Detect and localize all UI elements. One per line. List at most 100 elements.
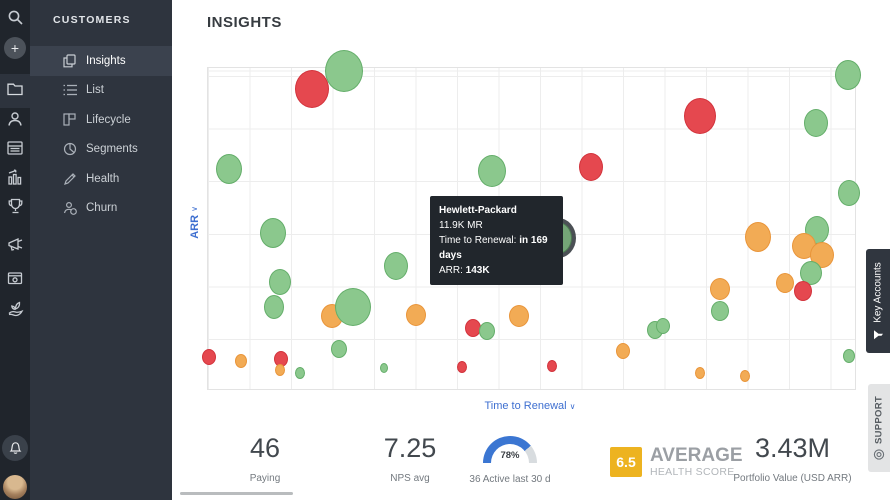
- sidebar-item-label: Insights: [86, 54, 126, 67]
- icon-rail: +: [0, 0, 30, 500]
- bubble[interactable]: [260, 218, 286, 248]
- support-icon: [873, 449, 885, 460]
- stat-label: Portfolio Value (USD ARR): [733, 473, 852, 484]
- search-icon[interactable]: [0, 9, 30, 26]
- x-axis-selector[interactable]: Time to Renewal ∨: [484, 400, 576, 412]
- bubble[interactable]: [843, 349, 855, 363]
- bell-icon: [9, 442, 21, 454]
- bubble[interactable]: [711, 301, 729, 321]
- tooltip-arr: ARR: 143K: [439, 265, 490, 276]
- sidebar-item-label: Lifecycle: [86, 113, 131, 126]
- stat-value: 3.43M: [754, 433, 831, 463]
- bubble[interactable]: [216, 154, 242, 184]
- bubble[interactable]: [547, 360, 557, 372]
- sidebar-item-lifecycle[interactable]: Lifecycle: [30, 105, 172, 135]
- user-icon[interactable]: [0, 111, 30, 127]
- bubble[interactable]: [335, 288, 371, 326]
- hand-plant-icon[interactable]: [0, 301, 30, 317]
- calendar-icon[interactable]: [0, 140, 30, 155]
- support-tab[interactable]: SUPPORT: [868, 384, 890, 472]
- bubble[interactable]: [616, 343, 630, 359]
- bubble[interactable]: [325, 50, 363, 92]
- list-icon: [62, 83, 77, 98]
- stat-health-score: 6.5 AVERAGE HEALTH SCORE: [610, 445, 743, 478]
- health-title: AVERAGE: [650, 445, 743, 466]
- customers-panel: CUSTOMERS Insights List Lifecycle: [30, 0, 172, 500]
- folder-icon[interactable]: [0, 83, 30, 96]
- bubble[interactable]: [264, 295, 284, 319]
- bubble[interactable]: [800, 261, 822, 285]
- gauge-hole: [491, 444, 529, 464]
- bubble[interactable]: [479, 322, 495, 340]
- bubble[interactable]: [235, 354, 247, 368]
- sidebar-item-churn[interactable]: Churn: [30, 194, 172, 224]
- bubble[interactable]: [838, 180, 860, 206]
- bubble[interactable]: [695, 367, 705, 379]
- pencil-icon: [62, 171, 77, 186]
- chevron-down-icon: ∨: [190, 206, 199, 212]
- add-button[interactable]: +: [0, 37, 30, 59]
- bubble[interactable]: [478, 155, 506, 187]
- trophy-icon[interactable]: [0, 198, 30, 214]
- chevron-down-icon: ∨: [569, 402, 576, 411]
- bar-chart-icon[interactable]: [0, 169, 30, 185]
- bubble[interactable]: [656, 318, 670, 334]
- stat-label: Paying: [249, 473, 281, 484]
- bubble[interactable]: [745, 222, 771, 252]
- bubble[interactable]: [835, 60, 861, 90]
- bubble[interactable]: [804, 109, 828, 137]
- bubble[interactable]: [406, 304, 426, 326]
- bubble[interactable]: [794, 281, 812, 301]
- notifications-button[interactable]: [0, 435, 30, 461]
- bubble[interactable]: [384, 252, 408, 280]
- tooltip-title: Hewlett-Packard: [439, 205, 517, 216]
- key-accounts-tab[interactable]: Key Accounts: [866, 249, 890, 353]
- bubble[interactable]: [509, 305, 529, 327]
- rail-active-band: [0, 74, 30, 108]
- pie-icon: [62, 142, 77, 157]
- bubble[interactable]: [579, 153, 603, 181]
- bubble[interactable]: [331, 340, 347, 358]
- panel-title: CUSTOMERS: [53, 14, 131, 26]
- page-title: INSIGHTS: [207, 14, 282, 31]
- sidebar-item-health[interactable]: Health: [30, 164, 172, 194]
- bubble[interactable]: [295, 367, 305, 379]
- plus-icon: +: [4, 37, 26, 59]
- tooltip-mr: 11.9K MR: [439, 220, 483, 231]
- bubble[interactable]: [684, 98, 716, 134]
- panel-items: Insights List Lifecycle Segments: [30, 46, 172, 223]
- sidebar-item-label: Segments: [86, 143, 138, 156]
- stat-active-gauge: 78% 36 Active last 30 d: [455, 433, 565, 485]
- health-score-badge: 6.5: [610, 447, 642, 477]
- user-avatar[interactable]: [0, 475, 30, 499]
- stat-label: NPS avg: [390, 473, 430, 484]
- bubble[interactable]: [457, 361, 467, 373]
- stat-label: 36 Active last 30 d: [469, 474, 551, 485]
- y-axis-selector[interactable]: ARR ∨: [189, 206, 201, 239]
- tab-label: SUPPORT: [873, 395, 885, 445]
- sidebar-item-label: List: [86, 84, 104, 97]
- tooltip-renewal: Time to Renewal: in 169 days: [439, 235, 548, 261]
- horizontal-scrollbar[interactable]: [180, 492, 293, 495]
- bubble[interactable]: [295, 70, 329, 108]
- sidebar-item-list[interactable]: List: [30, 76, 172, 106]
- sidebar-item-insights[interactable]: Insights: [30, 46, 172, 76]
- bubble[interactable]: [275, 364, 285, 376]
- bubble[interactable]: [269, 269, 291, 295]
- stat-nps: 7.25 NPS avg: [360, 433, 460, 484]
- stat-value: 7.25: [383, 433, 437, 463]
- bubble[interactable]: [202, 349, 216, 365]
- stat-value: 46: [249, 433, 281, 463]
- bubble[interactable]: [776, 273, 794, 293]
- churn-icon: [62, 201, 77, 216]
- sidebar-item-segments[interactable]: Segments: [30, 135, 172, 165]
- bubble[interactable]: [740, 370, 750, 382]
- bubble[interactable]: [710, 278, 730, 300]
- bubble[interactable]: [380, 363, 388, 373]
- sidebar-item-label: Churn: [86, 202, 118, 215]
- gauge-percent: 78%: [500, 450, 520, 461]
- tab-label: Key Accounts: [872, 262, 884, 323]
- inbox-icon[interactable]: [0, 271, 30, 285]
- megaphone-icon[interactable]: [0, 237, 30, 252]
- lifecycle-icon: [62, 112, 77, 127]
